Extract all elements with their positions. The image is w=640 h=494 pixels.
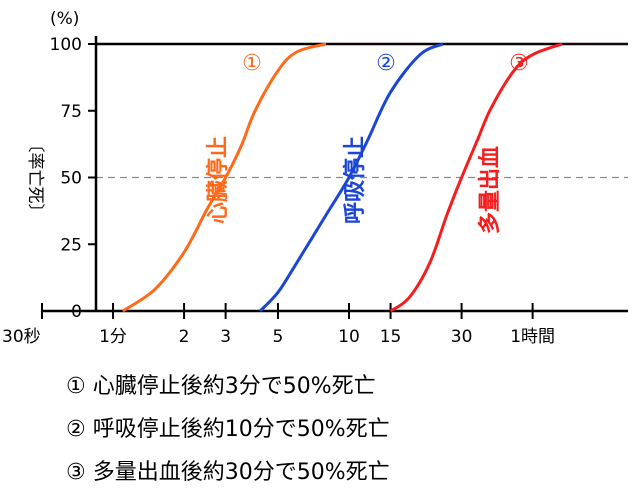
- y-tick-label: 50: [60, 169, 82, 189]
- series-curve-3: [389, 42, 563, 313]
- chart-texts: 025507510030秒1分2351015301時間(%)〔率亡死〕〔時間経過…: [2, 9, 555, 347]
- x-tick-label: 3: [220, 327, 231, 347]
- x-tick-label: 5: [273, 327, 284, 347]
- y-tick-label: 100: [50, 35, 82, 55]
- x-tick-label: 1分: [99, 327, 127, 347]
- series-curve-1: [121, 42, 327, 313]
- y-axis-title: 〔率亡死〕: [25, 136, 45, 221]
- notes: ① 心臓停止後約3分で50%死亡 ② 呼吸停止後約10分で50%死亡 ③ 多量出…: [66, 365, 390, 494]
- x-tick-label: 30: [451, 327, 473, 347]
- y-tick-label: 75: [60, 102, 82, 122]
- series-marker-3: ③: [509, 51, 529, 76]
- x-tick-label: 15: [380, 327, 402, 347]
- y-tick-label: 25: [60, 235, 82, 255]
- series-name-2: 呼吸停止: [342, 136, 368, 224]
- series-name-3: 多量出血: [477, 146, 503, 234]
- y-tick-label: 0: [71, 302, 82, 322]
- y-unit-label: (%): [50, 9, 79, 29]
- note-respiratory: ② 呼吸停止後約10分で50%死亡: [66, 417, 390, 442]
- x-tick-label: 2: [179, 327, 190, 347]
- axes: [41, 36, 628, 319]
- series-marker-2: ②: [376, 51, 396, 76]
- note-bleeding: ③ 多量出血後約30分で50%死亡: [66, 460, 390, 485]
- chart: 025507510030秒1分2351015301時間(%)〔率亡死〕〔時間経過…: [2, 9, 628, 347]
- x-tick-label: 10: [338, 327, 360, 347]
- x-tick-label: 1時間: [510, 327, 555, 347]
- curves: [121, 42, 628, 313]
- series-marker-1: ①: [242, 51, 262, 76]
- series-name-1: 心臓停止: [205, 136, 231, 224]
- note-cardiac: ① 心臓停止後約3分で50%死亡: [66, 374, 376, 399]
- series-curve-2: [259, 42, 444, 313]
- x-tick-label: 30秒: [2, 327, 41, 347]
